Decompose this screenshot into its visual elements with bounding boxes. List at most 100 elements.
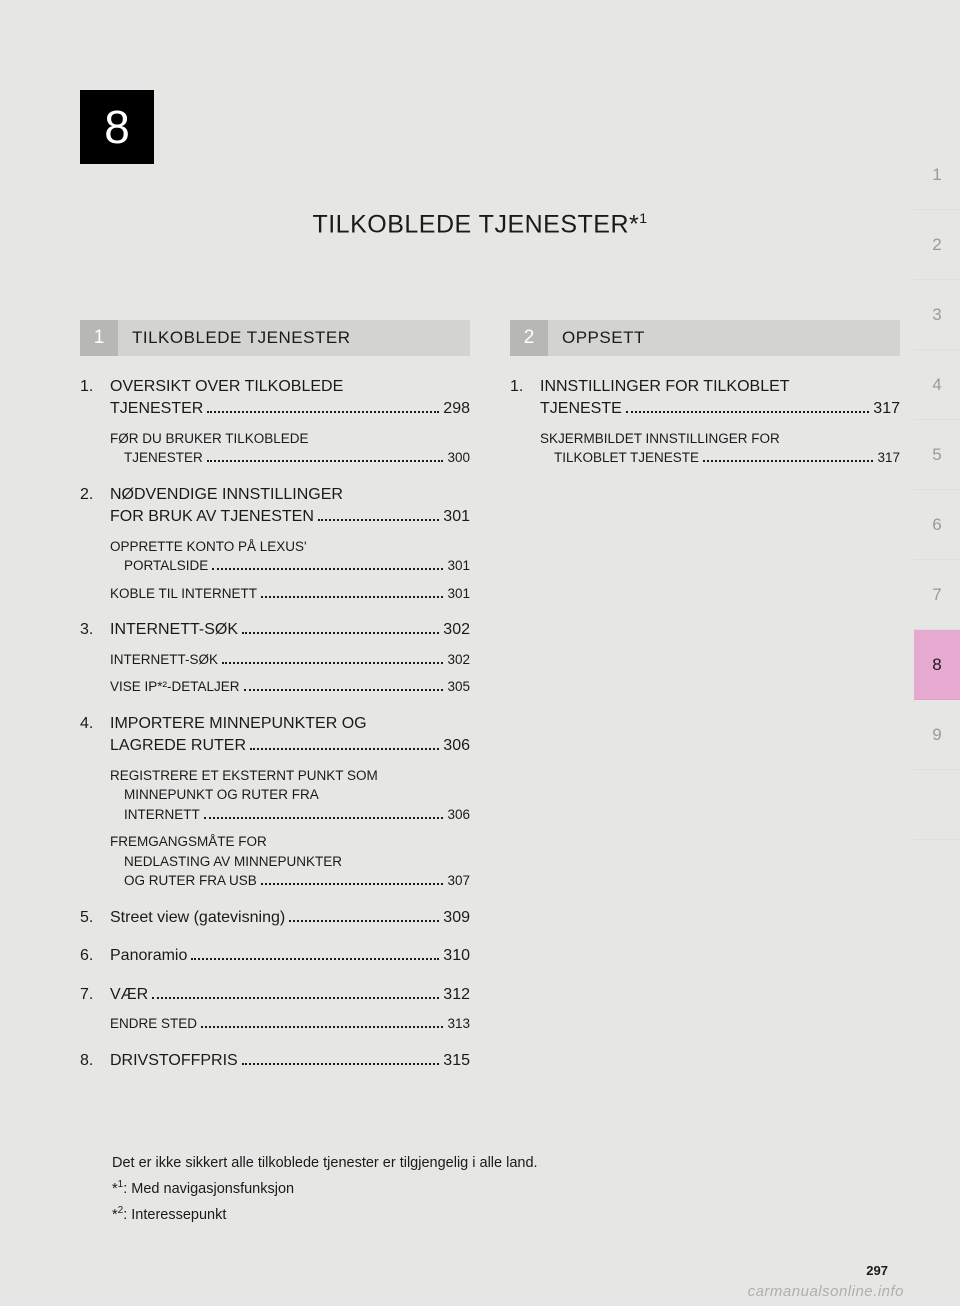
toc-text: VISE IP*²-DETALJER (110, 677, 240, 697)
toc-entry[interactable]: 6.Panoramio310 (80, 945, 470, 967)
chapter-title-text: TILKOBLEDE TJENESTER* (312, 210, 639, 238)
leader-dots (222, 662, 443, 664)
side-tab-2[interactable]: 2 (914, 210, 960, 280)
toc-page: 313 (447, 1014, 470, 1034)
section-header: 2OPPSETT (510, 320, 900, 356)
toc-text: FREMGANGSMÅTE FOR (110, 832, 267, 852)
side-tab-8[interactable]: 8 (914, 630, 960, 700)
toc-page: 305 (447, 677, 470, 697)
toc-column-left: 1TILKOBLEDE TJENESTER1.OVERSIKT OVER TIL… (80, 320, 470, 1072)
side-tab-4[interactable]: 4 (914, 350, 960, 420)
toc-page: 301 (447, 556, 470, 576)
side-tab-5[interactable]: 5 (914, 420, 960, 490)
toc-text: FOR BRUK AV TJENESTEN (110, 506, 314, 528)
toc-columns: 1TILKOBLEDE TJENESTER1.OVERSIKT OVER TIL… (80, 320, 900, 1072)
toc-text: VÆR (110, 984, 148, 1006)
leader-dots (703, 460, 873, 462)
toc-page: 300 (447, 448, 470, 468)
toc-text: MINNEPUNKT OG RUTER FRA (124, 785, 319, 805)
toc-column-right: 2OPPSETT1.INNSTILLINGER FOR TILKOBLETTJE… (510, 320, 900, 1072)
toc-subentry[interactable]: FREMGANGSMÅTE FORNEDLASTING AV MINNEPUNK… (80, 832, 470, 891)
leader-dots (261, 596, 443, 598)
toc-subentry[interactable]: VISE IP*²-DETALJER 305 (80, 677, 470, 697)
toc-text: SKJERMBILDET INNSTILLINGER FOR (540, 429, 780, 449)
toc-entry-number: 5. (80, 907, 110, 929)
toc-text: TJENESTE (540, 398, 622, 420)
footnote-1: *1: Med navigasjonsfunksjon (112, 1176, 872, 1202)
side-tab-7[interactable]: 7 (914, 560, 960, 630)
toc-subentry[interactable]: REGISTRERE ET EKSTERNT PUNKT SOMMINNEPUN… (80, 766, 470, 825)
toc-page: 312 (443, 984, 470, 1006)
side-tab-slot-9[interactable] (914, 770, 960, 840)
toc-page: 306 (443, 735, 470, 757)
leader-dots (152, 997, 439, 999)
toc-page: 309 (443, 907, 470, 929)
leader-dots (191, 958, 439, 960)
toc-text: Panoramio (110, 945, 187, 967)
footer-notes: Det er ikke sikkert alle tilkoblede tjen… (112, 1150, 872, 1228)
toc-entry[interactable]: 8.DRIVSTOFFPRIS315 (80, 1050, 470, 1072)
toc-text: FØR DU BRUKER TILKOBLEDE (110, 429, 309, 449)
toc-text: Street view (gatevisning) (110, 907, 285, 929)
toc-entry-number: 2. (80, 484, 110, 529)
toc-page: 301 (447, 584, 470, 604)
toc-entry[interactable]: 3.INTERNETT-SØK302 (80, 619, 470, 641)
toc-entry[interactable]: 5.Street view (gatevisning) 309 (80, 907, 470, 929)
section-label: OPPSETT (548, 320, 900, 356)
toc-text: OG RUTER FRA USB (124, 871, 257, 891)
toc-text: INTERNETT (124, 805, 200, 825)
toc-text: IMPORTERE MINNEPUNKTER OG (110, 713, 367, 735)
toc-text: TJENESTER (124, 448, 203, 468)
manual-page: 123456789 8 TILKOBLEDE TJENESTER*1 1TILK… (0, 0, 960, 1306)
section-number: 2 (510, 320, 548, 356)
toc-entry-number: 6. (80, 945, 110, 967)
side-tab-6[interactable]: 6 (914, 490, 960, 560)
section-number: 1 (80, 320, 118, 356)
toc-text: TILKOBLET TJENESTE (554, 448, 699, 468)
toc-text: NØDVENDIGE INNSTILLINGER (110, 484, 343, 506)
leader-dots (261, 883, 444, 885)
chapter-title: TILKOBLEDE TJENESTER*1 (80, 210, 880, 239)
toc-text: OVERSIKT OVER TILKOBLEDE (110, 376, 343, 398)
side-tab-9[interactable]: 9 (914, 700, 960, 770)
leader-dots (318, 519, 439, 521)
toc-entry[interactable]: 1.INNSTILLINGER FOR TILKOBLETTJENESTE317 (510, 376, 900, 421)
chapter-number-box: 8 (80, 90, 154, 164)
toc-entry-number: 1. (510, 376, 540, 421)
leader-dots (207, 460, 444, 462)
toc-text: DRIVSTOFFPRIS (110, 1050, 238, 1072)
leader-dots (626, 411, 870, 413)
side-tab-1[interactable]: 1 (914, 140, 960, 210)
toc-text: INTERNETT-SØK (110, 619, 238, 641)
side-tab-3[interactable]: 3 (914, 280, 960, 350)
toc-subentry[interactable]: FØR DU BRUKER TILKOBLEDETJENESTER 300 (80, 429, 470, 468)
toc-page: 301 (443, 506, 470, 528)
toc-text: PORTALSIDE (124, 556, 208, 576)
section-label: TILKOBLEDE TJENESTER (118, 320, 470, 356)
toc-page: 302 (443, 619, 470, 641)
toc-entry-number: 1. (80, 376, 110, 421)
leader-dots (242, 1063, 440, 1065)
toc-page: 298 (443, 398, 470, 420)
toc-page: 315 (443, 1050, 470, 1072)
toc-subentry[interactable]: OPPRETTE KONTO PÅ LEXUS'PORTALSIDE301 (80, 537, 470, 576)
toc-subentry[interactable]: SKJERMBILDET INNSTILLINGER FORTILKOBLET … (510, 429, 900, 468)
leader-dots (244, 689, 444, 691)
toc-text: REGISTRERE ET EKSTERNT PUNKT SOM (110, 766, 378, 786)
toc-subentry[interactable]: INTERNETT-SØK302 (80, 650, 470, 670)
toc-entry[interactable]: 1.OVERSIKT OVER TILKOBLEDETJENESTER298 (80, 376, 470, 421)
toc-page: 317 (877, 448, 900, 468)
toc-entry-number: 4. (80, 713, 110, 758)
page-number: 297 (866, 1263, 888, 1278)
toc-entry[interactable]: 4.IMPORTERE MINNEPUNKTER OGLAGREDE RUTER… (80, 713, 470, 758)
toc-page: 307 (447, 871, 470, 891)
toc-subentry[interactable]: KOBLE TIL INTERNETT301 (80, 584, 470, 604)
toc-entry[interactable]: 2.NØDVENDIGE INNSTILLINGERFOR BRUK AV TJ… (80, 484, 470, 529)
leader-dots (204, 817, 444, 819)
leader-dots (250, 748, 439, 750)
toc-text: ENDRE STED (110, 1014, 197, 1034)
toc-subentry[interactable]: ENDRE STED 313 (80, 1014, 470, 1034)
toc-entry[interactable]: 7.VÆR312 (80, 984, 470, 1006)
chapter-number: 8 (104, 100, 130, 154)
toc-text: INNSTILLINGER FOR TILKOBLET (540, 376, 790, 398)
